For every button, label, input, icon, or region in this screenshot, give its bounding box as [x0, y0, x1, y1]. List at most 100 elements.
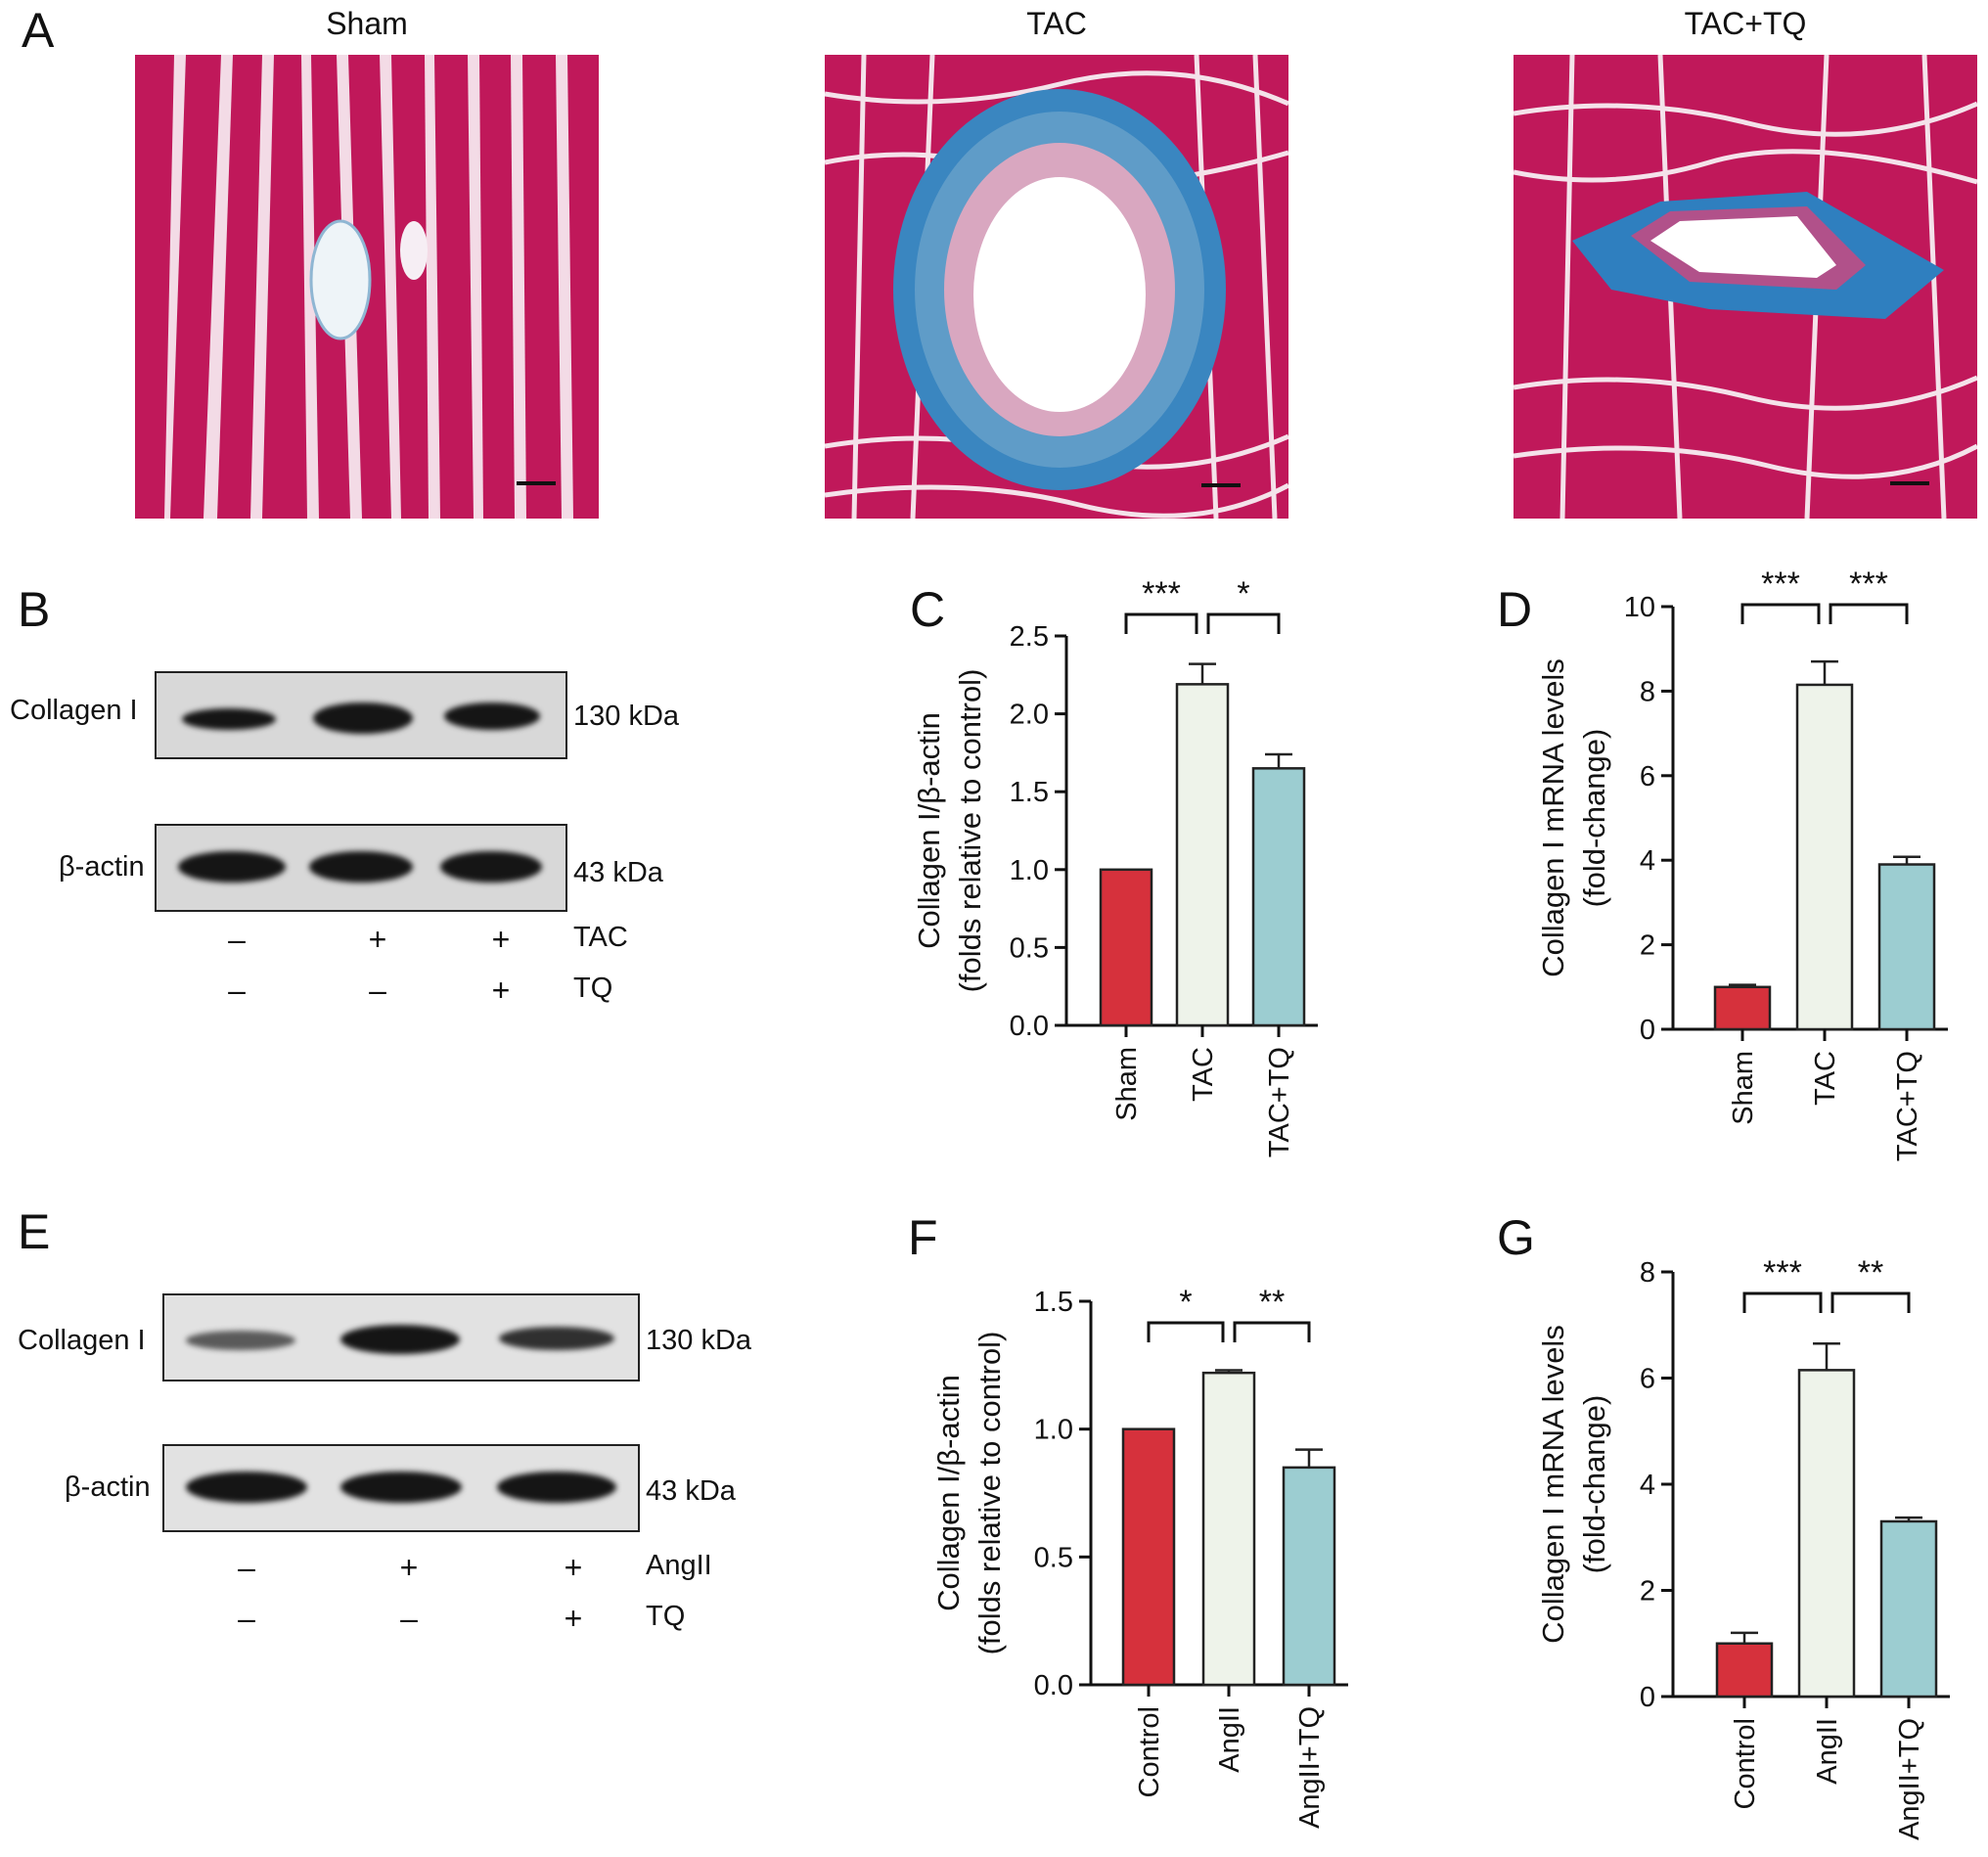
chart-d-sig-label-1: ***: [1849, 567, 1888, 603]
chart-g-bar-2: [1879, 1519, 1938, 1698]
chart-d-bar-2: [1877, 863, 1936, 1031]
panel-label-d: D: [1497, 582, 1533, 637]
chart-g-xtick-label-1: AngII: [1812, 1718, 1843, 1785]
chart-c-bracket-0: [1124, 612, 1198, 634]
chart-c-xtick-label-2: TAC+TQ: [1264, 1047, 1295, 1157]
chart-d-ytick-label-2: 4: [1640, 845, 1655, 877]
chart-panel-g: 0 2 4 6 8 Collagen I mRNA levels (fold-change)…: [1526, 1252, 1966, 1851]
chart-c-svg: 0.0 0.5 1.0 1.5 2.0 2.5 Collagen I/β-actin (fol…: [912, 575, 1318, 1157]
chart-panel-c: 0.0 0.5 1.0 1.5 2.0 2.5 Collagen I/β-actin (fol…: [910, 567, 1340, 1194]
chart-f-xtick-label-0: Control: [1134, 1706, 1165, 1798]
blot-e-row2-label: TQ: [646, 1601, 686, 1632]
panel-label-f: F: [908, 1210, 938, 1265]
chart-g-ytick-label-0: 0: [1640, 1682, 1655, 1713]
blot-e-row2-sign-3: +: [564, 1601, 583, 1636]
chart-f-ytick-label-3: 1.5: [1034, 1287, 1073, 1318]
chart-d-bracket-0: [1740, 603, 1821, 624]
chart-panel-d: 0 2 4 6 8 10 Collagen I mRNA levels (fold-chang…: [1526, 566, 1966, 1194]
panel-label-a: A: [22, 3, 55, 58]
blot-e-actin-label: β-actin: [65, 1472, 151, 1503]
chart-d-ylabel-2: (fold-change): [1577, 729, 1611, 908]
histology-image-sham: [135, 55, 599, 519]
chart-c-ytick-label-4: 2.0: [1010, 700, 1049, 731]
blot-e-actin-box: [162, 1444, 640, 1532]
chart-g-bar-0: [1715, 1642, 1774, 1698]
chart-g-bracket-0: [1742, 1291, 1823, 1313]
chart-g-bar-1: [1797, 1369, 1856, 1698]
chart-g-ytick-label-1: 2: [1640, 1576, 1655, 1608]
blot-b-collagen-band-1: [182, 708, 276, 730]
histology-title-tac-tq: TAC+TQ: [1684, 6, 1807, 41]
blot-e-row2-sign-2: –: [400, 1601, 418, 1636]
chart-c-ytick-label-1: 0.5: [1010, 932, 1049, 964]
chart-f-xtick-label-1: AngII: [1214, 1706, 1245, 1773]
chart-panel-f: 0.0 0.5 1.0 1.5 Collagen I/β-actin (folds rel…: [929, 1252, 1360, 1851]
blot-b-row2-sign-2: –: [369, 973, 386, 1008]
chart-f-ylabel: Collagen I/β-actin: [931, 1375, 966, 1611]
blot-b-row1-sign-2: +: [368, 922, 387, 957]
histology-title-sham: Sham: [326, 6, 408, 41]
chart-d-bar-0: [1713, 985, 1772, 1031]
blot-b-row2-sign-1: –: [228, 973, 246, 1008]
chart-d-ytick-label-5: 10: [1624, 592, 1655, 623]
chart-f-sig-label-1: **: [1259, 1284, 1285, 1321]
panel-label-e: E: [18, 1204, 51, 1259]
blot-b-row2-sign-3: +: [491, 973, 511, 1008]
blot-b-collagen-band-3: [444, 702, 540, 730]
blot-b-collagen-label: Collagen I: [10, 695, 138, 726]
blot-b-actin-kda: 43 kDa: [573, 857, 663, 888]
blot-b-actin-band-1: [178, 851, 286, 883]
chart-f-ytick-label-1: 0.5: [1034, 1542, 1073, 1573]
chart-g-xtick-label-2: AngII+TQ: [1894, 1718, 1925, 1840]
blot-e-collagen-kda: 130 kDa: [646, 1325, 752, 1356]
chart-d-xtick-label-2: TAC+TQ: [1892, 1051, 1923, 1161]
panel-label-b: B: [18, 582, 51, 637]
chart-d-ytick-label-3: 6: [1640, 761, 1655, 793]
blot-e-collagen-band-1: [186, 1331, 295, 1350]
chart-f-sig-label-0: *: [1179, 1284, 1192, 1321]
blot-e-actin-band-2: [340, 1472, 462, 1503]
chart-c-xtick-label-0: Sham: [1111, 1047, 1143, 1121]
chart-d-ytick-label-4: 8: [1640, 676, 1655, 707]
chart-f-bar-2: [1282, 1466, 1336, 1687]
chart-g-sig-label-0: ***: [1763, 1254, 1802, 1291]
chart-f-ytick-label-2: 1.0: [1034, 1415, 1073, 1446]
histology-title-tac: TAC: [1026, 6, 1087, 41]
chart-g-svg: 0 2 4 6 8 Collagen I mRNA levels (fold-change)…: [1536, 1254, 1950, 1840]
blot-b-actin-box: [155, 824, 567, 912]
chart-d-ylabel: Collagen I mRNA levels: [1536, 658, 1570, 977]
chart-g-bracket-1: [1830, 1291, 1911, 1313]
chart-c-ylabel: Collagen I/β-actin: [912, 712, 946, 949]
blot-e-row1-sign-2: +: [399, 1550, 419, 1585]
blot-b-actin-label: β-actin: [59, 851, 145, 883]
chart-g-ytick-label-3: 6: [1640, 1364, 1655, 1395]
chart-c-bracket-1: [1206, 612, 1281, 634]
chart-f-xtick-label-2: AngII+TQ: [1294, 1706, 1326, 1829]
chart-g-sig-label-1: **: [1858, 1254, 1883, 1291]
blot-e-row1-sign-1: –: [238, 1550, 255, 1585]
blot-e-row2-sign-1: –: [238, 1601, 255, 1636]
chart-d-ytick-label-1: 2: [1640, 930, 1655, 962]
chart-c-ytick-label-0: 0.0: [1010, 1011, 1049, 1042]
chart-c-xtick-label-1: TAC: [1188, 1047, 1219, 1102]
panel-label-c: C: [910, 582, 946, 637]
blot-b-row1-sign-3: +: [491, 922, 511, 957]
blot-e-collagen-band-2: [340, 1325, 460, 1354]
blot-e-collagen-label: Collagen I: [18, 1325, 146, 1356]
chart-c-ytick-label-2: 1.0: [1010, 855, 1049, 886]
chart-g-ytick-label-2: 4: [1640, 1470, 1655, 1501]
blot-b-actin-band-3: [440, 851, 542, 883]
chart-c-ytick-label-3: 1.5: [1010, 777, 1049, 808]
chart-g-xtick-label-0: Control: [1730, 1718, 1761, 1810]
blot-b-collagen-kda: 130 kDa: [573, 701, 680, 732]
chart-c-ylabel-2: (folds relative to control): [953, 669, 987, 993]
chart-d-ytick-label-0: 0: [1640, 1015, 1655, 1046]
chart-d-xtick-label-1: TAC: [1810, 1051, 1841, 1106]
chart-f-ylabel-2: (folds relative to control): [972, 1332, 1007, 1655]
chart-c-ytick-label-5: 2.5: [1010, 621, 1049, 653]
chart-d-bar-1: [1795, 683, 1854, 1031]
chart-c-sig-label-0: ***: [1142, 575, 1181, 612]
blot-e-row1-sign-3: +: [564, 1550, 583, 1585]
chart-d-sig-label-0: ***: [1761, 567, 1800, 603]
chart-f-bracket-0: [1147, 1321, 1225, 1342]
